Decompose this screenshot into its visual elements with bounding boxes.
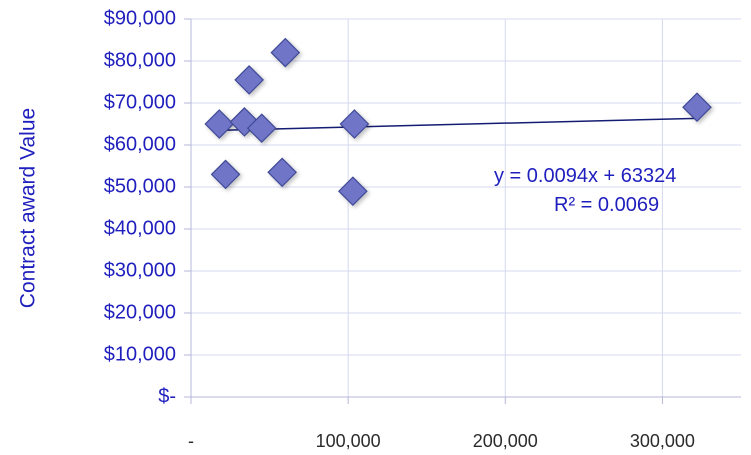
axis-layer bbox=[184, 18, 741, 404]
x-tick-label: - bbox=[188, 431, 194, 451]
scatter-point bbox=[682, 92, 712, 123]
trendline-equation-label: y = 0.0094x + 63324 bbox=[494, 165, 676, 187]
x-tick-label: 200,000 bbox=[473, 431, 538, 451]
scatter-point bbox=[246, 113, 277, 144]
scatter-point bbox=[204, 109, 235, 139]
point-layer bbox=[204, 37, 712, 207]
scatter-point bbox=[339, 109, 370, 139]
scatter-point bbox=[229, 107, 260, 137]
y-tick-label: $20,000 bbox=[104, 301, 176, 323]
y-tick-label: $70,000 bbox=[104, 91, 176, 113]
scatter-point bbox=[234, 65, 264, 95]
scatter-point bbox=[267, 157, 297, 188]
label-layer: $- $10,000 $20,000 $30,000 $40,000 $50,000 $60… bbox=[104, 7, 695, 451]
x-tick-label: 100,000 bbox=[316, 431, 381, 451]
y-tick-label: $30,000 bbox=[104, 259, 176, 281]
scatter-point bbox=[270, 37, 301, 68]
y-tick-label: $10,000 bbox=[104, 343, 176, 365]
trend-layer bbox=[219, 117, 698, 132]
y-tick-label: $- bbox=[158, 385, 176, 407]
y-tick-label: $50,000 bbox=[104, 175, 176, 197]
scatter-point bbox=[210, 159, 241, 190]
x-tick-label: 300,000 bbox=[630, 431, 695, 451]
y-tick-label: $90,000 bbox=[104, 7, 176, 29]
trendline bbox=[219, 117, 698, 132]
y-tick-label: $40,000 bbox=[104, 217, 176, 239]
trendline-r2-label: R² = 0.0069 bbox=[554, 194, 659, 216]
scatter-point bbox=[338, 176, 368, 207]
y-tick-label: $80,000 bbox=[104, 49, 176, 71]
y-tick-label: $60,000 bbox=[104, 133, 176, 155]
y-axis-label: Contract award Value bbox=[17, 108, 40, 308]
